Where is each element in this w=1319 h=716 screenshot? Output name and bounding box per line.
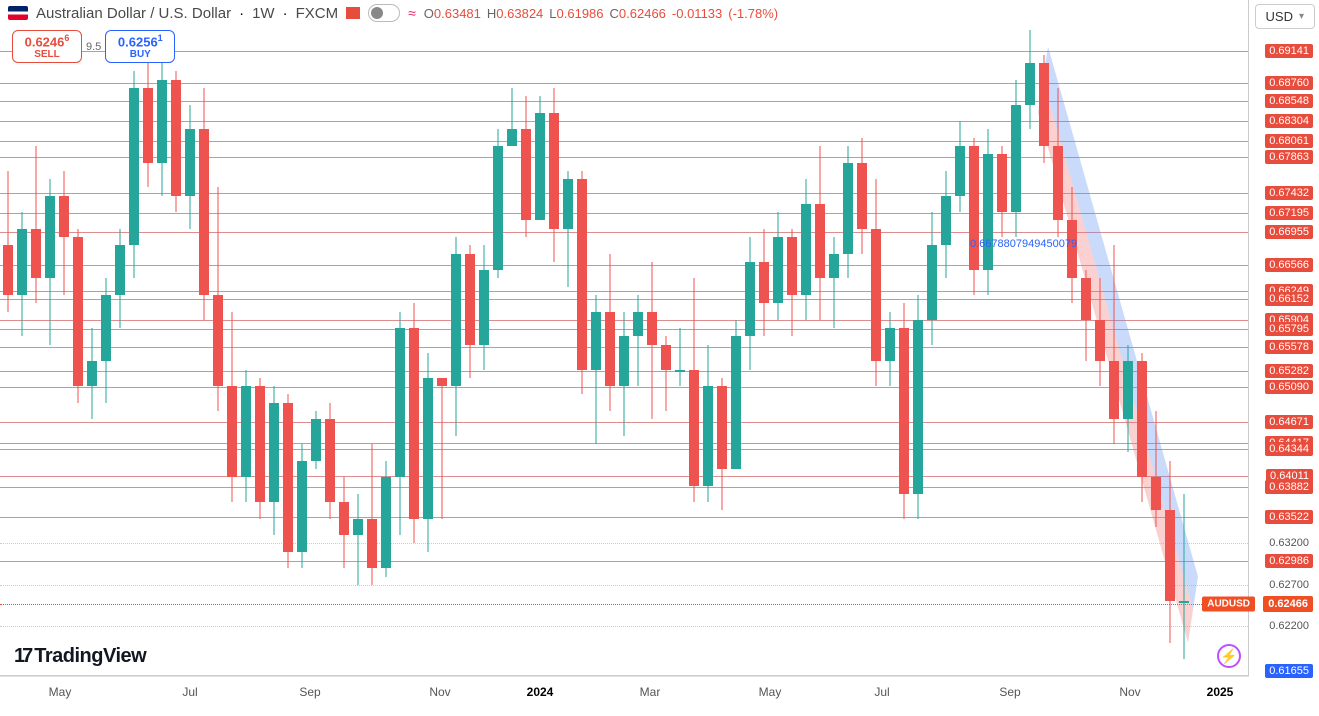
flag-icon <box>8 6 28 20</box>
price-label: 0.62986 <box>1265 554 1313 568</box>
price-label: 0.65795 <box>1265 322 1313 336</box>
chevron-down-icon: ▾ <box>1299 11 1304 22</box>
time-label: 2025 <box>1207 685 1234 699</box>
trade-buttons: 0.62466 SELL 9.5 0.62561 BUY <box>12 30 175 63</box>
time-label: Jul <box>182 685 197 699</box>
price-label-blue: 0.61655 <box>1265 664 1313 678</box>
pair-name[interactable]: Australian Dollar / U.S. Dollar <box>36 5 231 22</box>
time-label: May <box>49 685 72 699</box>
time-label: Nov <box>1119 685 1140 699</box>
wave-icon[interactable]: ≈ <box>408 5 416 21</box>
price-label: 0.68304 <box>1265 114 1313 128</box>
x-axis[interactable]: May Jul Sep Nov 2024 Mar May Jul Sep Nov 2025 <box>0 676 1249 716</box>
symbol-tag: AUDUSD <box>1202 597 1255 612</box>
tradingview-logo[interactable]: 17TradingView <box>14 645 146 668</box>
price-label: 0.66152 <box>1265 292 1313 306</box>
flash-icon[interactable]: ⚡ <box>1217 644 1241 668</box>
price-label: 0.65282 <box>1265 364 1313 378</box>
price-label: 0.67432 <box>1265 186 1313 200</box>
current-price-label: 0.62466 <box>1263 596 1313 612</box>
price-label: 0.66566 <box>1265 258 1313 272</box>
price-label: 0.65578 <box>1265 340 1313 354</box>
currency-selector[interactable]: USD ▾ <box>1255 4 1315 29</box>
price-label: 0.68760 <box>1265 76 1313 90</box>
price-label: 0.63882 <box>1265 480 1313 494</box>
price-label: 0.62200 <box>1265 619 1313 633</box>
price-label: 0.64671 <box>1265 415 1313 429</box>
price-label: 0.65090 <box>1265 380 1313 394</box>
chart-header: Australian Dollar / U.S. Dollar · 1W · F… <box>8 4 778 22</box>
timeframe[interactable]: 1W <box>252 5 275 22</box>
price-label: 0.68061 <box>1265 134 1313 148</box>
broker-name[interactable]: FXCM <box>296 5 339 22</box>
toggle-1[interactable] <box>368 4 400 22</box>
buy-button[interactable]: 0.62561 BUY <box>105 30 175 63</box>
price-annotation: 0.6678807949450079 <box>970 238 1077 250</box>
price-label: 0.62700 <box>1265 578 1313 592</box>
time-label: Mar <box>640 685 661 699</box>
time-label: 2024 <box>527 685 554 699</box>
sell-button[interactable]: 0.62466 SELL <box>12 30 82 63</box>
time-label: Nov <box>429 685 450 699</box>
spread-value: 9.5 <box>86 41 101 53</box>
price-label: 0.67195 <box>1265 206 1313 220</box>
price-label: 0.64344 <box>1265 442 1313 456</box>
y-axis[interactable]: 0.69141 0.68760 0.68548 0.68304 0.68061 0.678… <box>1249 0 1319 676</box>
price-label: 0.68548 <box>1265 94 1313 108</box>
price-label: 0.69141 <box>1265 44 1313 58</box>
price-label: 0.67863 <box>1265 150 1313 164</box>
ohlc-display: O0.63481 H0.63824 L0.61986 C0.62466 -0.0… <box>424 6 778 21</box>
time-label: May <box>759 685 782 699</box>
time-label: Jul <box>874 685 889 699</box>
price-label: 0.66955 <box>1265 225 1313 239</box>
red-flag-icon <box>346 7 360 19</box>
time-label: Sep <box>299 685 320 699</box>
price-label: 0.63522 <box>1265 510 1313 524</box>
time-label: Sep <box>999 685 1020 699</box>
price-label: 0.63200 <box>1265 536 1313 550</box>
chart-plot-area[interactable]: 0.6678807949450079 <box>0 0 1249 676</box>
